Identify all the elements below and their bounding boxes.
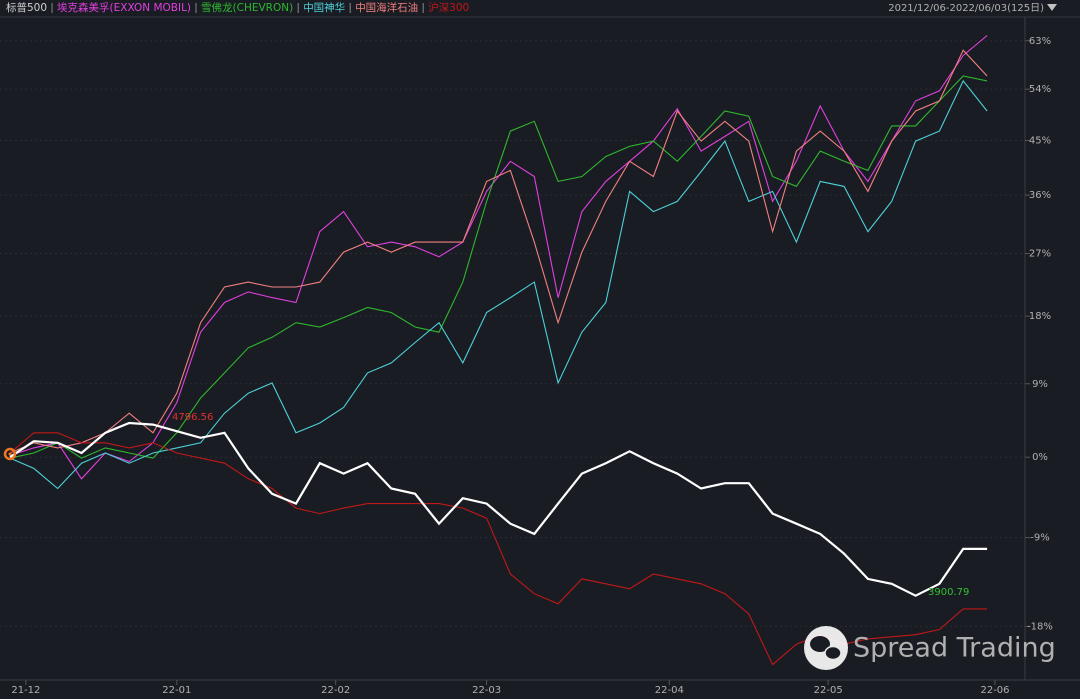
watermark-logo: [804, 626, 848, 670]
y-tick-label: -9%: [1030, 533, 1049, 544]
legend-item: 埃克森美孚(EXXON MOBIL): [57, 1, 191, 14]
x-tick-label: 22-06: [980, 685, 1009, 696]
y-tick-label: 63%: [1029, 36, 1051, 47]
y-tick-label: -18%: [1027, 621, 1053, 632]
series-line: [9, 49, 988, 454]
plot-area: [0, 35, 1025, 666]
annotation: 3900.79: [928, 587, 969, 598]
start-marker-dot: [8, 452, 12, 456]
y-tick-label: 27%: [1029, 248, 1051, 259]
logo-bubble: [810, 636, 830, 652]
series-line: [9, 79, 988, 490]
y-tick-label: 18%: [1029, 311, 1051, 322]
x-tick-label: 22-01: [162, 685, 191, 696]
series-line: [9, 75, 988, 459]
y-tick-label: 45%: [1029, 135, 1051, 146]
x-tick-label: 22-03: [472, 685, 501, 696]
y-tick-label: 54%: [1029, 84, 1051, 95]
legend-item: 标普500: [6, 1, 47, 14]
legend-item: 中国神华: [303, 1, 345, 14]
series-line: [9, 421, 988, 597]
x-tick-label: 22-02: [321, 685, 350, 696]
x-tick-label: 21-12: [11, 685, 40, 696]
y-tick-label: 9%: [1032, 379, 1048, 390]
logo-bubble: [824, 645, 842, 661]
start-marker: [3, 447, 17, 461]
legend-item: 中国海洋石油: [355, 1, 418, 14]
x-tick-label: 22-04: [655, 685, 684, 696]
watermark: Spread Trading: [853, 633, 1056, 664]
date-range: 2021/12/06-2022/06/03(125日): [888, 3, 1044, 14]
annotation: 4796.56: [172, 412, 213, 423]
dropdown-arrow[interactable]: [1047, 4, 1057, 11]
y-tick-label: 36%: [1029, 190, 1051, 201]
x-tick-label: 22-05: [814, 685, 843, 696]
y-tick-label: 0%: [1032, 452, 1048, 463]
legend-item: 沪深300: [428, 1, 469, 14]
legend-item: 雪佛龙(CHEVRON): [201, 1, 293, 14]
